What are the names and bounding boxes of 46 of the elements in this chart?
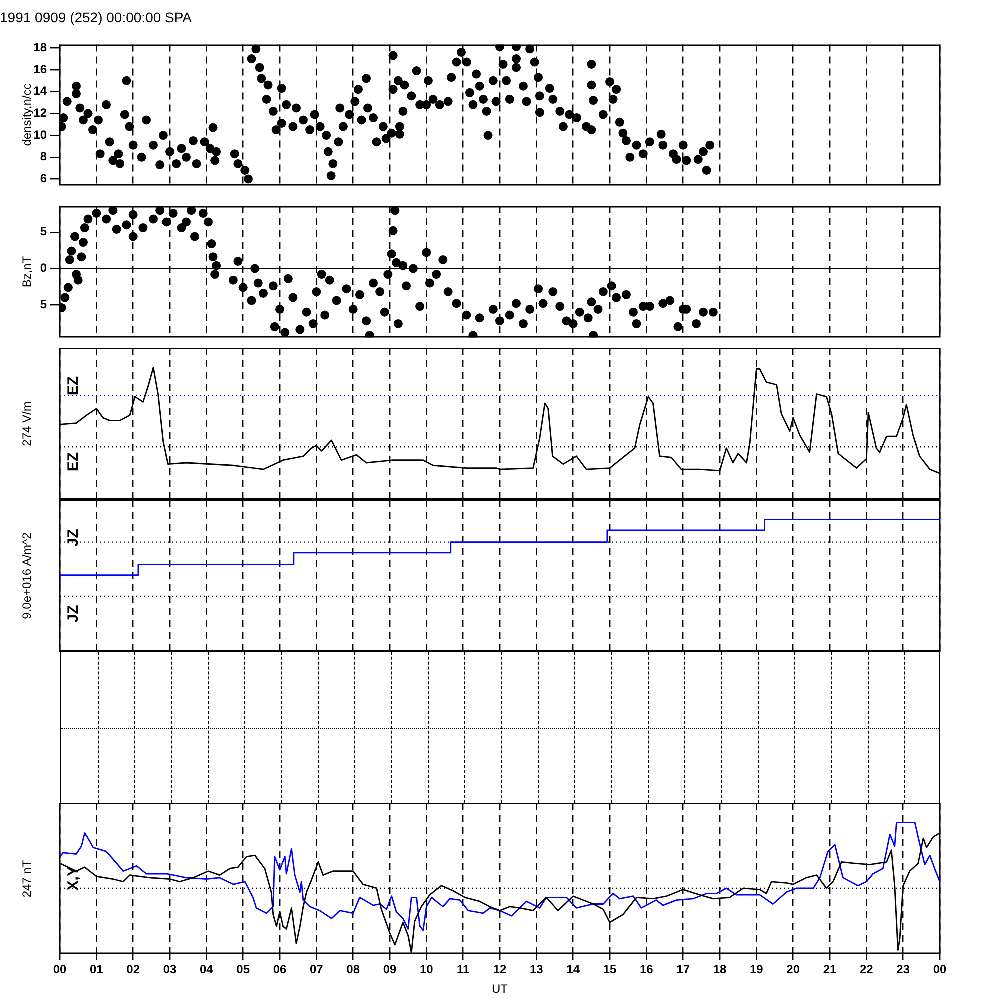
x-tick-label: 06 xyxy=(273,962,287,977)
x-tick-label: 18 xyxy=(713,962,727,977)
annotation: JZ xyxy=(65,605,82,623)
y-axis-title: 247 nT xyxy=(20,860,34,898)
x-tick-label: 20 xyxy=(786,962,800,977)
y-tick-label: 5 xyxy=(40,224,48,239)
x-tick-label: 02 xyxy=(126,962,140,977)
y-tick-label: 12 xyxy=(34,106,48,120)
x-tick-label: 16 xyxy=(640,962,654,977)
x-tick-label: 00 xyxy=(933,962,947,977)
x-tick-label: 05 xyxy=(236,962,250,977)
x-tick-label: 23 xyxy=(896,962,910,977)
x-tick-label: 09 xyxy=(383,962,397,977)
x-tick-label: 19 xyxy=(750,962,764,977)
y-tick-label: 14 xyxy=(34,84,48,98)
x-tick-label: 07 xyxy=(310,962,324,977)
x-tick-label: 22 xyxy=(860,962,874,977)
x-tick-label: 00 xyxy=(53,962,67,977)
x-tick-label: 01 xyxy=(90,962,104,977)
x-tick-label: 04 xyxy=(200,962,214,977)
annotation: EZ xyxy=(65,376,82,396)
annotation: EZ xyxy=(65,452,82,472)
x-tick-label: 12 xyxy=(493,962,507,977)
y-tick-label: 18 xyxy=(34,40,48,54)
y-axis-title: density,n/cc xyxy=(20,84,34,147)
x-tick-label: 14 xyxy=(566,962,580,977)
annotation: JZ xyxy=(65,529,82,547)
chart-title: 1991 0909 (252) 00:00:00 SPA xyxy=(0,9,193,26)
x-tick-label: 03 xyxy=(163,962,177,977)
x-tick-label: 08 xyxy=(346,962,360,977)
x-tick-label: 10 xyxy=(420,962,434,977)
x-tick-label: 15 xyxy=(603,962,617,977)
y-axis-title: 9.0e+016 A/m^2 xyxy=(20,532,34,620)
y-tick-label: 16 xyxy=(34,62,48,76)
y-tick-label: 8 xyxy=(40,150,48,164)
x-tick-label: 21 xyxy=(823,962,837,977)
x-tick-label: 13 xyxy=(530,962,544,977)
y-tick-label: 5 xyxy=(40,297,48,312)
y-axis-title: 274 V/m xyxy=(20,402,34,446)
x-axis-title: UT xyxy=(492,982,509,996)
y-axis-title: Bz,nT xyxy=(20,256,34,288)
y-tick-label: 0 xyxy=(40,261,48,276)
x-tick-label: 11 xyxy=(456,962,470,977)
y-tick-label: 10 xyxy=(34,128,48,142)
y-tick-label: 6 xyxy=(40,172,48,186)
x-tick-label: 17 xyxy=(676,962,690,977)
